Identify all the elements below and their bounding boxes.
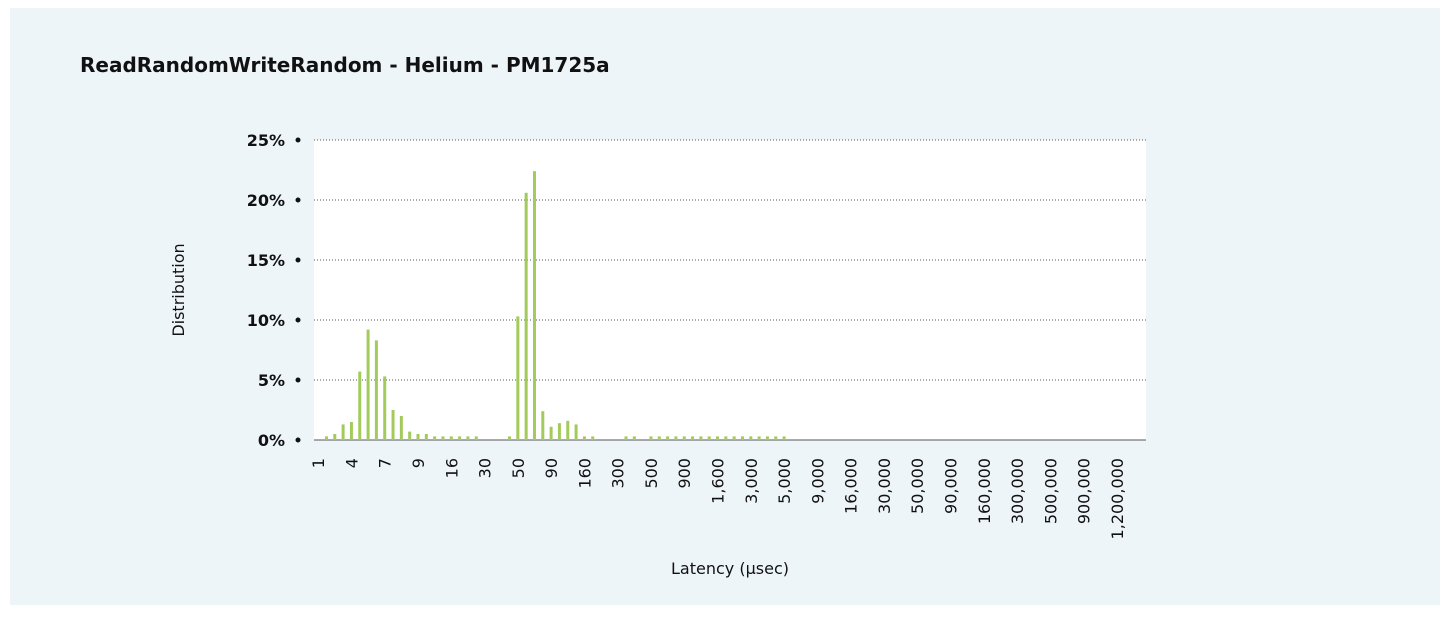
bar [466,436,470,440]
y-tick-dot [295,257,301,263]
y-tick-label: 0% [258,431,285,450]
x-tick-label: 900 [675,458,694,489]
bar [424,434,428,440]
bar [391,410,395,440]
bar [416,434,420,440]
bar [674,436,678,440]
x-tick-label: 90 [542,458,561,478]
bar [433,436,437,440]
x-tick-label: 4 [342,458,361,468]
x-axis-title: Latency (µsec) [671,559,789,578]
x-tick-label: 90,000 [941,458,960,514]
x-tick-label: 500,000 [1041,458,1060,524]
bar [541,411,545,440]
y-tick-label: 5% [258,371,285,390]
x-tick-label: 3,000 [742,458,761,504]
x-tick-label: 9 [409,458,428,468]
x-tick-label: 30,000 [875,458,894,514]
bar [666,436,670,440]
bar [557,423,561,440]
bar [399,416,403,440]
bar [549,426,553,440]
x-tick-label: 160,000 [975,458,994,524]
bar [732,436,736,440]
x-tick-label: 300 [609,458,628,489]
bar [408,431,412,440]
bar [740,436,744,440]
bar [765,436,769,440]
bar [774,436,778,440]
bar [508,436,512,440]
bar [566,420,570,440]
bar [449,436,453,440]
chart-title: ReadRandomWriteRandom - Helium - PM1725a [80,53,610,77]
y-tick-dot [295,377,301,383]
plot-area [314,140,1146,440]
bar [657,436,661,440]
bar [366,329,370,440]
bar [632,436,636,440]
bar [699,436,703,440]
x-tick-label: 1,200,000 [1108,458,1127,539]
x-tick-label: 9,000 [808,458,827,504]
y-tick-label: 25% [247,131,285,150]
bar [349,422,353,440]
x-tick-label: 16,000 [842,458,861,514]
x-tick-label: 160 [575,458,594,489]
bar [358,371,362,440]
x-tick-label: 300,000 [1008,458,1027,524]
bar [624,436,628,440]
x-tick-label: 1,600 [709,458,728,504]
bar [441,436,445,440]
bar [324,436,328,440]
bar [516,316,520,440]
y-tick-dot [295,437,301,443]
y-tick-dot [295,317,301,323]
x-tick-label: 50,000 [908,458,927,514]
bar [749,436,753,440]
bar [582,436,586,440]
bar [591,436,595,440]
y-tick-dot [295,197,301,203]
bar [757,436,761,440]
bar [374,340,378,440]
bar [458,436,462,440]
y-tick-dot [295,137,301,143]
x-tick-label: 900,000 [1075,458,1094,524]
x-tick-label: 30 [476,458,495,478]
x-tick-label: 50 [509,458,528,478]
bar [532,171,536,440]
bar [682,436,686,440]
x-tick-label: 500 [642,458,661,489]
y-axis-title: Distribution [169,243,188,336]
x-tick-label: 16 [442,458,461,478]
bar [341,424,345,440]
x-tick-label: 1 [309,458,328,468]
bar [716,436,720,440]
y-tick-label: 10% [247,311,285,330]
x-tick-label: 5,000 [775,458,794,504]
bar [524,192,528,440]
bar [649,436,653,440]
bar [691,436,695,440]
bar [333,434,337,440]
bar [474,436,478,440]
x-tick-label: 7 [376,458,395,468]
bar [707,436,711,440]
y-tick-label: 15% [247,251,285,270]
bar [724,436,728,440]
bar [383,376,387,440]
bar [574,424,578,440]
y-tick-label: 20% [247,191,285,210]
bar [782,436,786,440]
